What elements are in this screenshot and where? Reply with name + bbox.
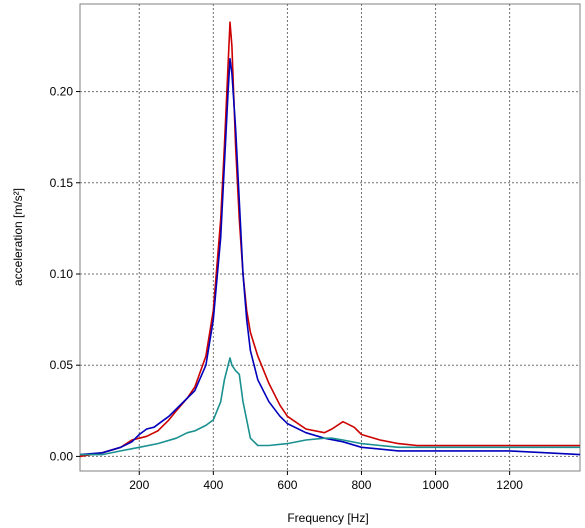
x-tick-label: 1200	[496, 478, 523, 492]
x-tick-label: 400	[203, 478, 223, 492]
y-tick-label: 0.15	[50, 176, 74, 190]
grid	[80, 4, 580, 471]
y-tick-label: 0.20	[50, 85, 74, 99]
series-layer	[79, 21, 581, 458]
x-axis-ticks: 200 400 600 800 1000 1200	[129, 471, 523, 492]
plot-frame	[79, 3, 581, 472]
series-line-3	[80, 357, 580, 456]
y-tick-label: 0.00	[50, 449, 74, 463]
y-axis-label: acceleration [m/s²]	[11, 188, 25, 286]
x-tick-label: 1000	[422, 478, 449, 492]
x-tick-label: 800	[351, 478, 371, 492]
x-axis-label: Frequency [Hz]	[287, 511, 368, 525]
y-axis-ticks: 0.00 0.05 0.10 0.15 0.20	[50, 85, 80, 463]
y-tick-label: 0.10	[50, 267, 74, 281]
x-tick-label: 600	[277, 478, 297, 492]
x-tick-label: 200	[129, 478, 149, 492]
y-tick-label: 0.05	[50, 358, 74, 372]
series-line-2	[79, 57, 581, 456]
